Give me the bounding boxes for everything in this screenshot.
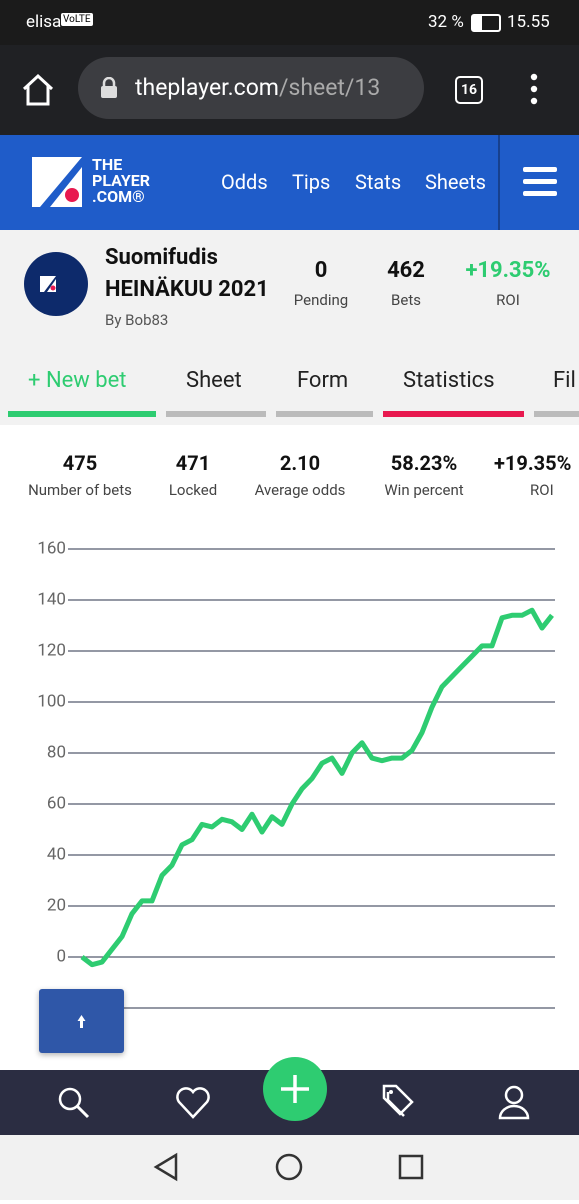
y-tick-label: 40	[47, 844, 66, 864]
tab-indicator	[166, 411, 266, 417]
y-tick-label: 160	[37, 538, 66, 558]
nav-link[interactable]: Odds	[221, 170, 268, 194]
tab-indicator	[276, 411, 373, 417]
sheet-header: Suomifudis HEINÄKUU 2021 By Bob83 0 Pendin…	[0, 230, 579, 425]
divider	[498, 135, 500, 230]
y-tick-label: 100	[37, 691, 66, 711]
lock-icon	[101, 77, 117, 98]
logo-text[interactable]: THE PLAYER .COM®	[92, 157, 150, 205]
search-icon[interactable]	[57, 1086, 91, 1120]
y-tick-label: 0	[56, 946, 66, 966]
tag-icon[interactable]	[380, 1082, 416, 1122]
y-tick-label: 120	[37, 640, 66, 660]
tab-indicator	[8, 411, 156, 417]
carrier: elisa	[26, 12, 62, 32]
tab[interactable]: Form	[297, 368, 349, 393]
y-tick-label: 20	[47, 895, 66, 915]
home-button[interactable]	[20, 72, 56, 108]
hamburger[interactable]	[523, 167, 557, 197]
url-path: /sheet/13	[278, 74, 381, 101]
status-bar: elisa VoLTE 32 % 15.55	[0, 0, 579, 45]
tab[interactable]: Fil	[553, 368, 576, 393]
browser-bar: theplayer.com/sheet/13 16	[0, 45, 579, 135]
stats-row: 475 Number of bets 471 Locked 2.10 Average …	[0, 425, 579, 525]
summary: +19.35% ROI	[456, 258, 560, 309]
author: By Bob83	[105, 311, 169, 329]
menu-button[interactable]	[526, 73, 542, 105]
add-button[interactable]	[263, 1057, 327, 1121]
summary-label: Bets	[391, 291, 421, 309]
logo-line: PLAYER	[92, 171, 150, 190]
summary: 462 Bets	[371, 258, 441, 309]
summary-label: Pending	[293, 291, 349, 309]
favorites-icon[interactable]	[175, 1086, 211, 1120]
url-host: theplayer.com	[135, 74, 279, 101]
stat-label: Number of bets	[28, 481, 132, 499]
battery-icon	[471, 14, 501, 32]
scroll-top-button[interactable]	[39, 989, 124, 1053]
tab-indicator	[383, 411, 524, 417]
sheet-title: Suomifudis HEINÄKUU 2021	[105, 242, 269, 306]
summary-label: ROI	[496, 291, 520, 309]
site-nav: THE PLAYER .COM® Odds Tips Stats Sheets	[0, 135, 579, 230]
home-nav[interactable]	[275, 1153, 303, 1181]
nav-link[interactable]: Stats	[355, 170, 402, 194]
nav-link[interactable]: Tips	[292, 170, 331, 194]
stat: 58.23% Win percent	[374, 451, 474, 499]
summary: 0 Pending	[286, 258, 356, 309]
title-line: HEINÄKUU 2021	[105, 277, 269, 302]
recents-button[interactable]	[398, 1154, 424, 1180]
y-tick-label: 80	[47, 742, 66, 762]
y-tick-label: 60	[47, 793, 66, 813]
logo-line: THE	[92, 155, 123, 174]
stat-value: 475	[62, 451, 98, 475]
battery: 32 %	[428, 12, 464, 32]
logo-mark[interactable]	[32, 157, 82, 207]
logo-line: .COM®	[92, 187, 145, 206]
android-nav	[0, 1135, 579, 1200]
back-button[interactable]	[153, 1152, 178, 1182]
stat-value: 471	[175, 451, 211, 475]
stat-label: Locked	[168, 481, 218, 499]
tab[interactable]: + New bet	[28, 368, 127, 393]
summary-value: 462	[387, 258, 425, 283]
stat: 471 Locked	[158, 451, 228, 499]
stat: 475 Number of bets	[20, 451, 140, 499]
stat-value: +19.35%	[494, 451, 572, 475]
tab[interactable]: Sheet	[186, 368, 242, 393]
tab[interactable]: Statistics	[403, 368, 495, 393]
tab-count[interactable]: 16	[455, 76, 483, 104]
profile-icon[interactable]	[497, 1084, 531, 1122]
title-line: Suomifudis	[105, 245, 218, 270]
url-bar[interactable]: theplayer.com/sheet/13	[78, 57, 424, 119]
stat-label: Win percent	[384, 481, 464, 499]
network: VoLTE	[61, 13, 93, 26]
stat-value: 2.10	[279, 451, 321, 475]
summary-value: 0	[314, 258, 328, 283]
summary-value: +19.35%	[465, 258, 551, 283]
stat-label: ROI	[530, 481, 554, 499]
stat: 2.10 Average odds	[245, 451, 355, 499]
stat-label: Average odds	[254, 481, 346, 499]
data-line	[80, 607, 554, 968]
nav-link[interactable]: Sheets	[425, 170, 486, 194]
avatar	[24, 252, 88, 316]
y-tick-label: 140	[37, 589, 66, 609]
time: 15.55	[507, 12, 550, 32]
stat: +19.35% ROI	[494, 451, 579, 499]
tab-indicator	[534, 411, 579, 417]
stat-value: 58.23%	[390, 451, 458, 475]
